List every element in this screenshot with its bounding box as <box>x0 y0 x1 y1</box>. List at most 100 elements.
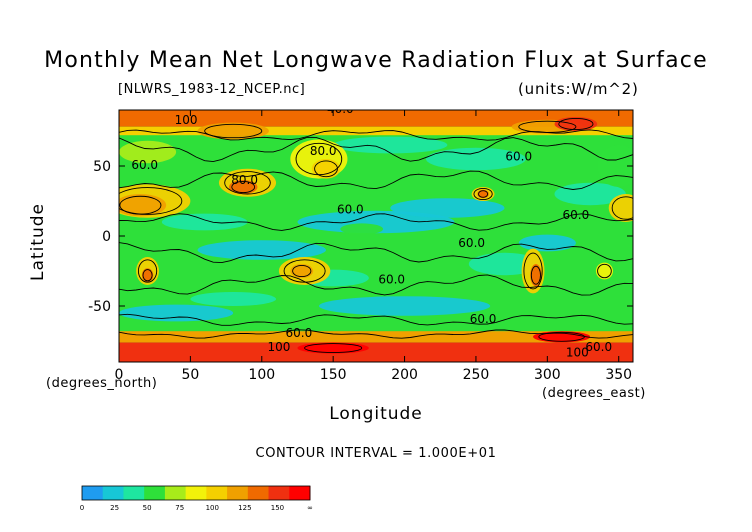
colorbar-swatch <box>206 486 228 500</box>
contour-label: 60.0 <box>286 326 313 340</box>
colorbar-swatch <box>227 486 249 500</box>
contour-interval-label: CONTOUR INTERVAL = 1.000E+01 <box>255 446 497 461</box>
field-patch <box>311 159 341 179</box>
contour-line <box>473 187 493 201</box>
colorbar-swatch <box>164 486 187 500</box>
contour-line <box>538 331 585 342</box>
contour-label: 100 <box>566 345 589 359</box>
field-patch <box>297 342 369 354</box>
contour-label: 60.0 <box>585 340 612 354</box>
field-patch <box>119 140 177 164</box>
contour-label: 60.0 <box>131 158 158 172</box>
field-patch <box>608 194 633 222</box>
y-unit-label: (degrees_north) <box>46 376 158 391</box>
x-tick-label: 350 <box>605 367 632 383</box>
contour-line <box>142 269 153 282</box>
field-patch <box>554 117 598 131</box>
field-patch <box>333 136 448 154</box>
contour-label: 80.0 <box>310 144 337 158</box>
colorbar-swatch <box>247 486 270 500</box>
contour-line <box>314 160 338 178</box>
colorbar-swatch <box>268 486 290 500</box>
colorbar-swatch <box>82 486 104 500</box>
contour-label: 60.0 <box>458 236 485 250</box>
contour-line <box>224 171 271 195</box>
x-tick-label: 150 <box>320 367 347 383</box>
colorbar-tick-label: 25 <box>110 504 119 512</box>
colorbar-swatch <box>102 486 124 500</box>
colorbar-swatch <box>144 486 166 500</box>
field-patch <box>530 264 542 287</box>
field-patch <box>297 210 455 234</box>
contour-line <box>119 213 633 231</box>
contour-line <box>611 196 633 220</box>
colorbar-tick-label: 50 <box>143 504 152 512</box>
colorbar: 0 25 50 75 100 125 150 ∞ <box>80 485 313 512</box>
field-patch <box>161 213 248 231</box>
field-patch <box>190 292 277 306</box>
contour-label: 40.0 <box>327 102 354 116</box>
contour-line <box>478 190 489 198</box>
contour-line <box>523 252 543 290</box>
field-patch <box>290 264 314 278</box>
colorbar-tick-label: 150 <box>271 504 284 512</box>
field-patch <box>595 262 614 280</box>
field-patch <box>197 240 327 260</box>
field-patch <box>597 145 633 187</box>
colorbar-swatch <box>289 486 311 500</box>
colorbar-tick-label: 100 <box>206 504 219 512</box>
contour-line <box>137 259 158 283</box>
contour-line <box>119 136 633 163</box>
contour-line <box>292 264 312 278</box>
contour-line <box>231 180 256 194</box>
x-tick-label: 0 <box>115 367 124 383</box>
contour-line <box>518 120 577 133</box>
field-patch <box>554 182 626 206</box>
colorbar-swatch <box>123 486 145 500</box>
colorbar-tick-label: 0 <box>80 504 84 512</box>
contour-label: 60.0 <box>378 273 405 287</box>
flux-field: 40.010060.080.080.060.060.060.060.060.06… <box>119 102 633 362</box>
file-label: [NLWRS_1983-12_NCEP.nc] <box>118 82 306 97</box>
colorbar-tick-label: 75 <box>175 504 184 512</box>
field-patch <box>141 268 154 283</box>
chart-title: Monthly Mean Net Longwave Radiation Flux… <box>44 48 708 73</box>
colorbar-tick-label: 125 <box>238 504 251 512</box>
contour-line <box>119 187 183 215</box>
contour-label: 100 <box>175 113 198 127</box>
contour-label: 60.0 <box>563 208 590 222</box>
contour-line <box>530 265 541 285</box>
field-patch <box>119 342 633 362</box>
x-tick-label: 250 <box>463 367 490 383</box>
x-tick-label: 100 <box>248 367 275 383</box>
contour-label: 60.0 <box>505 149 532 163</box>
y-tick-label: 0 <box>102 229 111 245</box>
x-tick-label: 50 <box>181 367 199 383</box>
contour-line <box>119 274 633 296</box>
contour-line <box>119 242 633 264</box>
contour-lines <box>119 117 633 353</box>
x-unit-label: (degrees_east) <box>542 386 646 401</box>
contour-line <box>119 195 162 215</box>
y-tick-label: 50 <box>93 159 111 175</box>
contour-line <box>119 170 633 190</box>
contour-label: 80.0 <box>231 173 258 187</box>
contour-line <box>119 313 633 326</box>
contour-label: 60.0 <box>470 312 497 326</box>
field-patch <box>228 180 258 194</box>
y-tick-label: -50 <box>88 299 111 315</box>
field-patch <box>425 147 526 171</box>
colorbar-swatch <box>185 486 207 500</box>
field-patch <box>318 296 491 316</box>
field-patch <box>518 234 576 252</box>
x-tick-label: 300 <box>534 367 561 383</box>
field-patch <box>119 126 633 136</box>
colorbar-tick-label: ∞ <box>307 504 313 512</box>
units-label: (units:W/m^2) <box>518 80 639 98</box>
colorbar-frame <box>81 485 311 501</box>
contour-label: 60.0 <box>337 203 364 217</box>
contour-label: 100 <box>267 340 290 354</box>
field-patch <box>477 189 489 199</box>
field-patch <box>119 331 633 343</box>
